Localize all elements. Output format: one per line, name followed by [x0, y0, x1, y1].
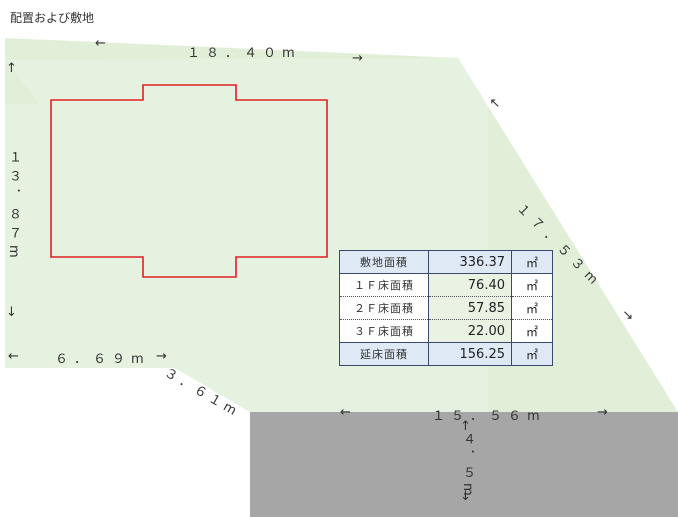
row-label: 延床面積 — [339, 342, 429, 366]
table-row: １Ｆ床面積 76.40 ㎡ — [339, 273, 553, 297]
up-arrow-icon: ↑ — [460, 419, 471, 434]
row-value: 22.00 — [428, 319, 512, 343]
row-unit: ㎡ — [511, 296, 553, 320]
road-width-label: ４．５m — [460, 432, 475, 500]
down-arrow-icon: ↓ — [460, 489, 471, 504]
row-value: 76.40 — [428, 273, 512, 297]
row-label: 敷地面積 — [339, 250, 429, 274]
row-label: ２Ｆ床面積 — [339, 296, 429, 320]
row-label: ３Ｆ床面積 — [339, 319, 429, 343]
row-label: １Ｆ床面積 — [339, 273, 429, 297]
table-row: ３Ｆ床面積 22.00 ㎡ — [339, 319, 553, 343]
row-value: 336.37 — [428, 250, 512, 274]
down-arrow-icon: ↓ — [6, 305, 17, 320]
top-width-label: １８．４０m — [187, 46, 301, 61]
row-unit: ㎡ — [511, 319, 553, 343]
right-arrow-icon: → — [597, 405, 608, 420]
row-unit: ㎡ — [511, 273, 553, 297]
row-unit: ㎡ — [511, 342, 553, 366]
row-value: 156.25 — [428, 342, 512, 366]
up-arrow-icon: ↑ — [6, 61, 17, 76]
left-height-label: １３．８７m — [6, 150, 21, 264]
page-title: 配置および敷地 — [10, 11, 95, 25]
area-table: 敷地面積 336.37 ㎡ １Ｆ床面積 76.40 ㎡ ２Ｆ床面積 57.85 … — [339, 250, 553, 366]
table-row: 延床面積 156.25 ㎡ — [339, 342, 553, 366]
right-arrow-icon: → — [352, 51, 363, 66]
building-footprint — [50, 84, 328, 278]
row-value: 57.85 — [428, 296, 512, 320]
left-arrow-icon: ← — [95, 36, 106, 51]
left-arrow-icon: ← — [340, 405, 351, 420]
table-row: ２Ｆ床面積 57.85 ㎡ — [339, 296, 553, 320]
row-unit: ㎡ — [511, 250, 553, 274]
left-arrow-icon: ← — [8, 349, 19, 364]
bottom-left-label: ６．６９m — [55, 352, 150, 367]
right-arrow-icon: → — [156, 349, 167, 364]
bottom-right-label: １５．５６m — [432, 409, 546, 424]
road — [250, 412, 678, 517]
table-row: 敷地面積 336.37 ㎡ — [339, 250, 553, 274]
